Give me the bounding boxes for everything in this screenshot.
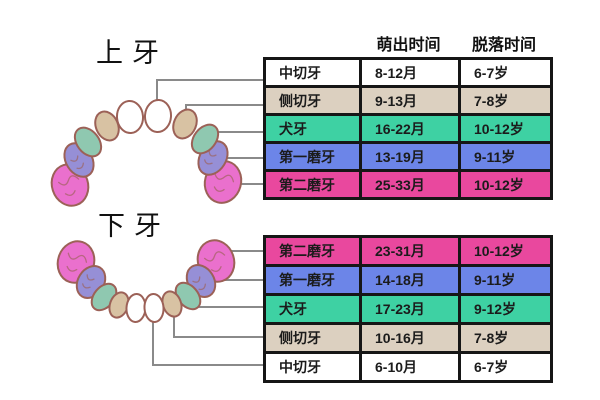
eruption-cell: 16-22月	[359, 113, 461, 144]
shedding-cell: 10-12岁	[458, 113, 553, 144]
tooth-upper-central-incisor-left	[115, 100, 145, 134]
eruption-cell: 17-23月	[359, 293, 461, 325]
shedding-cell: 7-8岁	[458, 85, 553, 116]
table-row: 第一磨牙 13-19月 9-11岁	[263, 141, 553, 172]
table-row: 第二磨牙 25-33月 10-12岁	[263, 169, 553, 200]
shedding-cell: 10-12岁	[458, 235, 553, 267]
lower-teeth-label: 下牙	[98, 211, 170, 241]
table-row: 中切牙 8-12月 6-7岁	[263, 57, 553, 88]
tooth-name-cell: 第二磨牙	[263, 169, 362, 200]
tooth-lower-central-incisor-right	[143, 293, 165, 323]
lower-teeth-table: 第二磨牙 23-31月 10-12岁 第一磨牙 14-18月 9-11岁 犬牙 …	[263, 235, 553, 383]
upper-teeth-table: 中切牙 8-12月 6-7岁 侧切牙 9-13月 7-8岁 犬牙 16-22月 …	[263, 57, 553, 200]
eruption-cell: 8-12月	[359, 57, 461, 88]
tooth-name-cell: 侧切牙	[263, 322, 362, 354]
table-row: 犬牙 16-22月 10-12岁	[263, 113, 553, 144]
shedding-cell: 7-8岁	[458, 322, 553, 354]
table-row: 侧切牙 9-13月 7-8岁	[263, 85, 553, 116]
tooth-name-cell: 犬牙	[263, 113, 362, 144]
eruption-time-header: 萌出时间	[376, 37, 441, 54]
lower-arch	[56, 239, 236, 323]
table-row: 第一磨牙 14-18月 9-11岁	[263, 264, 553, 296]
eruption-cell: 25-33月	[359, 169, 461, 200]
tooth-lower-central-incisor-left	[125, 293, 147, 323]
tooth-name-cell: 第一磨牙	[263, 264, 362, 296]
shedding-cell: 10-12岁	[458, 169, 553, 200]
tooth-name-cell: 第二磨牙	[263, 235, 362, 267]
shedding-cell: 9-11岁	[458, 264, 553, 296]
tooth-upper-lateral-incisor-right	[172, 108, 198, 140]
tooth-name-cell: 侧切牙	[263, 85, 362, 116]
table-row: 第二磨牙 23-31月 10-12岁	[263, 235, 553, 267]
eruption-cell: 10-16月	[359, 322, 461, 354]
connector-lower-lateral-incisor	[173, 311, 264, 338]
table-row: 中切牙 6-10月 6-7岁	[263, 351, 553, 383]
tooth-upper-canine-left	[73, 126, 103, 158]
shedding-cell: 9-11岁	[458, 141, 553, 172]
eruption-cell: 14-18月	[359, 264, 461, 296]
shedding-cell: 6-7岁	[458, 351, 553, 383]
upper-arch	[50, 99, 243, 207]
upper-teeth-label: 上牙	[96, 38, 168, 68]
tooth-upper-canine-right	[190, 123, 220, 155]
tooth-name-cell: 第一磨牙	[263, 141, 362, 172]
tooth-name-cell: 中切牙	[263, 351, 362, 383]
table-row: 犬牙 17-23月 9-12岁	[263, 293, 553, 325]
connector-upper-lateral-incisor	[185, 104, 264, 113]
connector-upper-central-incisor	[156, 79, 264, 103]
eruption-cell: 13-19月	[359, 141, 461, 172]
eruption-cell: 6-10月	[359, 351, 461, 383]
tooth-name-cell: 中切牙	[263, 57, 362, 88]
tooth-upper-central-incisor-right	[143, 99, 173, 133]
shedding-time-header: 脱落时间	[471, 37, 536, 54]
shedding-cell: 6-7岁	[458, 57, 553, 88]
table-row: 侧切牙 10-16月 7-8岁	[263, 322, 553, 354]
eruption-cell: 9-13月	[359, 85, 461, 116]
connector-lower-central-incisor	[152, 316, 264, 366]
shedding-cell: 9-12岁	[458, 293, 553, 325]
eruption-cell: 23-31月	[359, 235, 461, 267]
tooth-name-cell: 犬牙	[263, 293, 362, 325]
